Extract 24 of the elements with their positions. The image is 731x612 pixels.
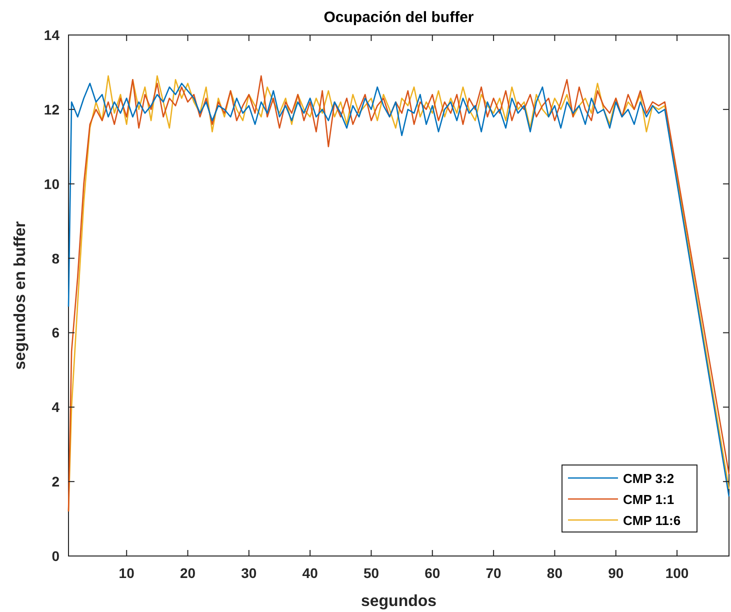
y-tick-label: 10: [44, 176, 60, 192]
legend-label: CMP 1:1: [623, 492, 674, 507]
x-tick-label: 40: [302, 565, 318, 581]
x-tick-label: 90: [608, 565, 624, 581]
y-axis-title: segundos en buffer: [12, 221, 29, 370]
x-tick-label: 20: [180, 565, 196, 581]
y-tick-label: 6: [52, 324, 60, 341]
y-tick-label: 14: [44, 27, 60, 43]
x-tick-label: 80: [546, 565, 563, 581]
legend-label: CMP 3:2: [623, 471, 674, 486]
y-tick-label: 0: [52, 548, 60, 564]
y-tick-label: 12: [44, 101, 60, 118]
x-axis-title: segundos: [360, 593, 437, 610]
x-tick-label: 60: [424, 565, 440, 581]
x-tick-label: 100: [665, 565, 689, 581]
x-tick-label: 50: [363, 565, 380, 581]
chart-title: Ocupación del buffer: [324, 9, 474, 26]
y-tick-label: 4: [52, 399, 60, 416]
x-tick-label: 70: [486, 565, 502, 581]
y-tick-label: 8: [52, 250, 60, 266]
legend-label: CMP 11:6: [623, 513, 681, 528]
x-tick-label: 30: [241, 565, 257, 581]
y-tick-label: 2: [52, 474, 60, 490]
x-tick-label: 10: [118, 565, 135, 581]
